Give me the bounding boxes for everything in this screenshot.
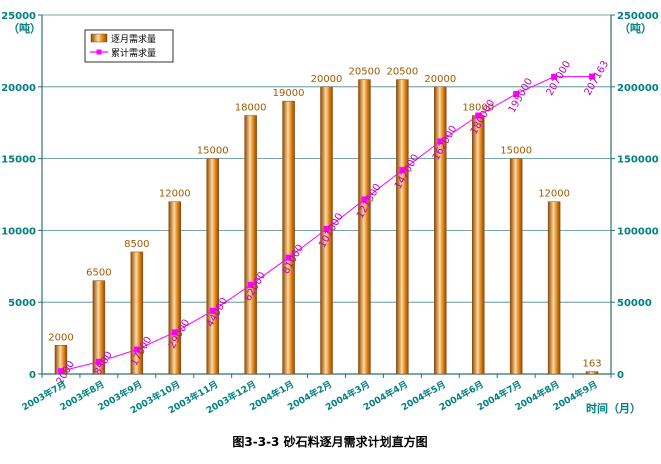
right-axis-ticks: 0 50000 100000 150000 200000 250000 [611,11,659,381]
bar-value-label: 163 [582,359,601,370]
bar-value-label: 12000 [538,189,570,200]
bar-value-label: 20000 [311,74,343,85]
bar [244,115,257,375]
right-tick-label: 0 [617,370,624,381]
line-marker [361,196,368,203]
left-axis-unit: （吨） [8,21,41,35]
left-tick-label: 10000 [1,226,36,237]
line-marker [513,90,520,97]
bar-value-label: 15000 [500,146,532,157]
bar [282,100,295,375]
bar-value-label: 12000 [159,189,191,200]
legend-bar-swatch [90,33,108,43]
line-marker [209,307,216,314]
bar [434,86,447,375]
line-value-label: 207000 [545,59,574,98]
bar [547,201,561,375]
bar-value-label: 18000 [462,103,494,114]
bar-value-label: 15000 [197,146,229,157]
bar [206,158,219,375]
bar-value-label: 18000 [235,103,267,114]
bar [92,280,106,375]
line-marker [133,346,140,353]
bar [358,79,371,375]
line-marker [323,225,330,232]
bar-value-labels: 2000 6500 8500 12000 15000 18000 19000 20000 205… [48,67,601,370]
line-marker [95,358,102,365]
bar [396,79,409,375]
right-tick-label: 50000 [617,298,652,309]
bar [471,115,485,375]
legend-line-marker [96,49,102,55]
line-value-label: 207163 [583,59,612,98]
x-axis-label: 时间（月） [586,401,641,415]
bar [509,158,523,375]
left-axis-ticks: 0 5000 10000 15000 20000 25000 [1,11,42,381]
left-tick-label: 15000 [1,155,36,166]
line-marker [399,167,406,174]
left-tick-label: 5000 [8,298,36,309]
bar-value-label: 20000 [424,74,456,85]
line-marker [589,73,596,80]
bar [585,371,599,375]
bar-value-label: 8500 [124,239,149,250]
x-axis-ticks: 2003年7月2003年8月2003年9月2003年10月2003年11月200… [20,374,612,416]
left-tick-label: 20000 [1,83,36,94]
legend-bar-label: 逐月需求量 [111,33,156,45]
bar-value-label: 20500 [386,67,418,78]
line-value-label: 195000 [507,76,536,115]
right-axis-unit: （吨） [619,21,652,35]
line-marker [171,329,178,336]
right-tick-label: 200000 [617,83,659,94]
left-tick-label: 0 [29,370,36,381]
line-marker [247,281,254,288]
legend: 逐月需求量 累计需求量 [84,29,174,63]
line-marker [285,254,292,261]
left-tick-label: 25000 [1,11,36,22]
right-tick-label: 250000 [617,11,659,22]
line-marker [475,112,482,119]
line-marker [437,138,444,145]
legend-line-label: 累计需求量 [111,47,156,59]
bar-value-label: 6500 [86,268,111,279]
line-marker [551,73,558,80]
line-marker [57,368,64,375]
bar-value-label: 19000 [273,88,305,99]
right-tick-label: 150000 [617,155,659,166]
line-series [57,73,596,375]
bar-value-label: 20500 [349,67,381,78]
chart-title: 图3-3-3 砂石料逐月需求计划直方图 [232,434,427,449]
bar [130,251,144,375]
right-tick-label: 100000 [617,226,659,237]
bar-value-label: 2000 [48,332,73,343]
